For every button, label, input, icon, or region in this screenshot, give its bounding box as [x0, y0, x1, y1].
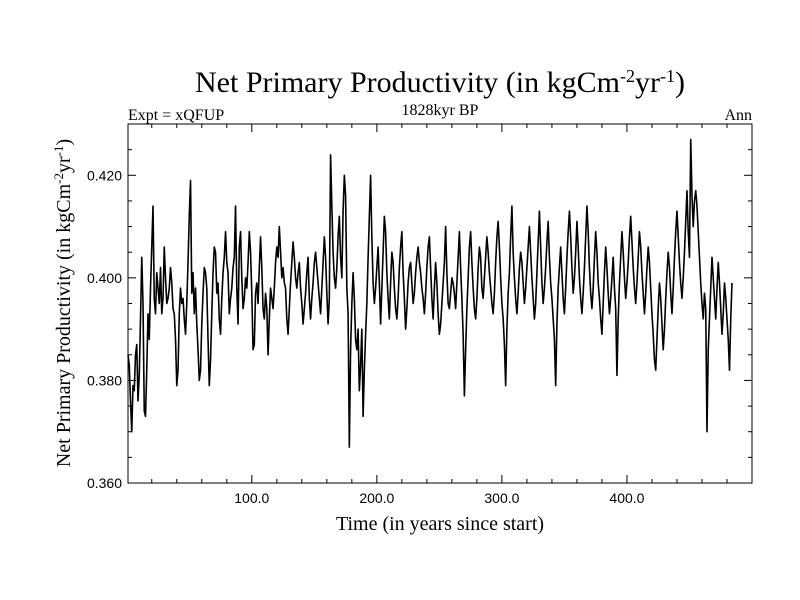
npp-series-line [127, 138, 733, 448]
y-tick-label: 0.420 [87, 167, 122, 183]
y-tick-label: 0.400 [87, 270, 122, 286]
y-tick-label: 0.360 [87, 475, 122, 491]
chart-title: Net Primary Productivity (in kgCm-2yr-1) [195, 66, 685, 99]
period-label: 1828kyr BP [402, 102, 479, 119]
x-tick-label: 400.0 [609, 490, 644, 506]
x-tick-label: 100.0 [234, 490, 269, 506]
x-axis-label: Time (in years since start) [336, 513, 544, 535]
y-axis-label: Net Primary Productivity (in kgCm-2yr-1) [51, 139, 76, 467]
experiment-label: Expt = xQFUP [128, 107, 224, 124]
x-tick-label: 300.0 [484, 490, 519, 506]
y-tick-label: 0.380 [87, 372, 122, 388]
season-label: Ann [724, 107, 752, 124]
x-tick-label: 200.0 [359, 490, 394, 506]
y-axis-ticks: 0.360 0.380 0.400 0.420 [87, 123, 752, 491]
x-axis-ticks: 100.0 200.0 300.0 400.0 [151, 124, 753, 506]
